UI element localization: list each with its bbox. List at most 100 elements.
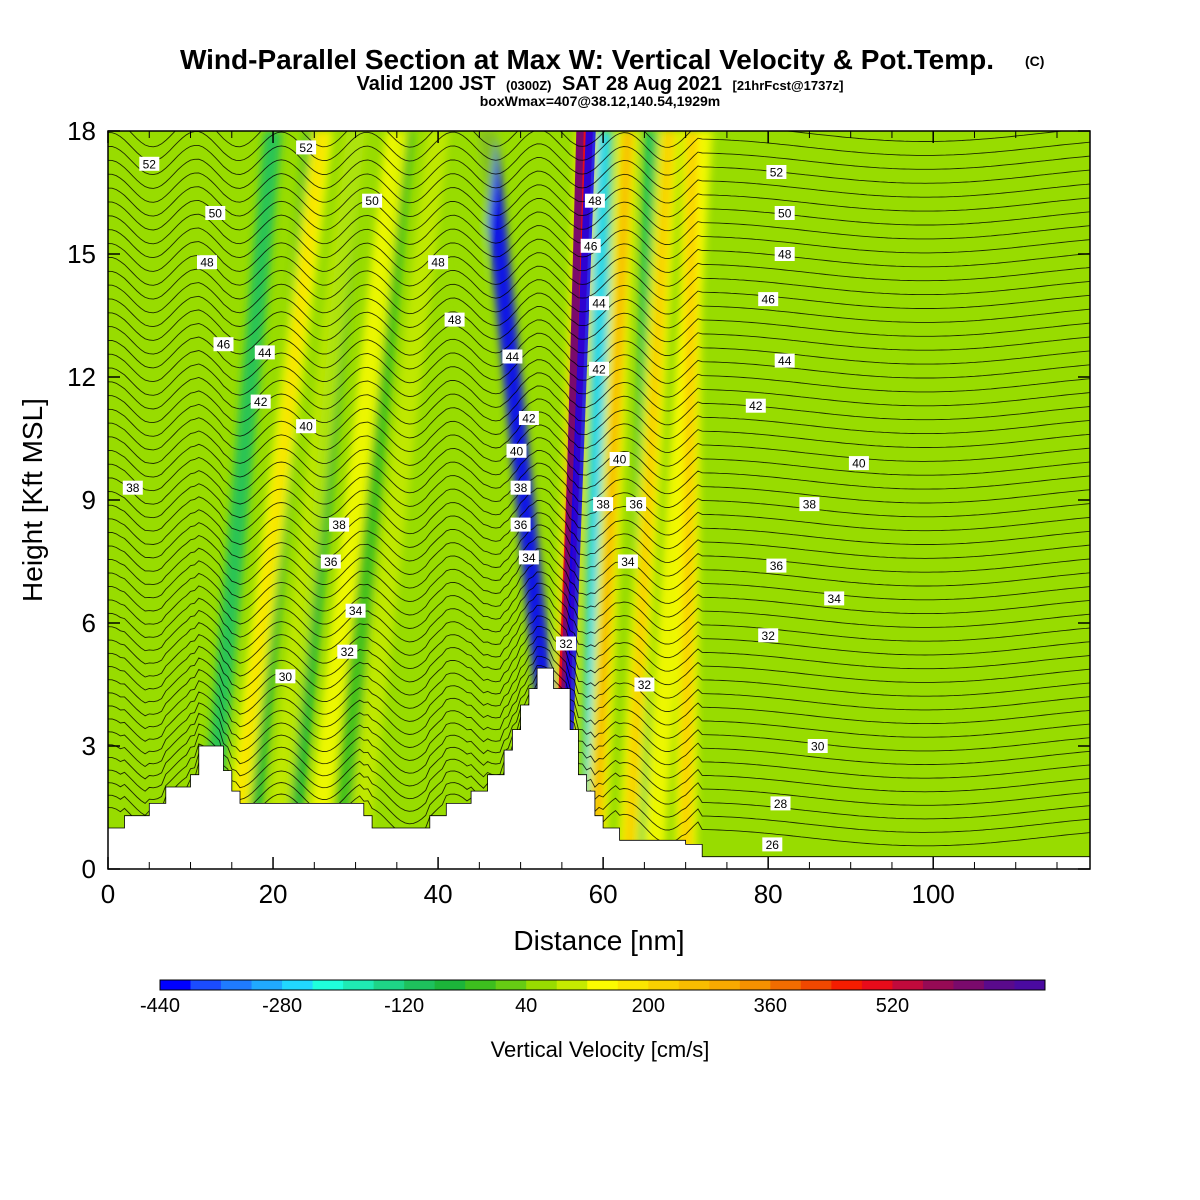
contour-label: 44	[589, 296, 609, 311]
contour-label: 42	[518, 411, 539, 426]
theta-contour-line	[108, 462, 1090, 508]
contour-label-text: 44	[592, 297, 606, 311]
max-updraft-center	[556, 131, 584, 869]
contour-label-text: 28	[774, 797, 788, 811]
updraft-core	[680, 131, 698, 869]
contour-label-bg	[122, 480, 143, 495]
theta-contour-line	[108, 665, 1090, 752]
colorbar-swatch	[465, 980, 497, 990]
contour-label: 36	[320, 554, 341, 569]
contour-label: 44	[774, 353, 795, 368]
colorbar-swatch	[739, 980, 771, 990]
contour-label-text: 42	[592, 362, 606, 376]
contour-label-text: 38	[803, 498, 817, 512]
contour-label-text: 48	[778, 248, 792, 262]
contour-label-text: 48	[431, 256, 445, 270]
theta-contour-line	[108, 636, 1090, 712]
theta-contour-line	[108, 690, 1090, 793]
colorbar-swatch	[922, 980, 954, 990]
contour-label-bg	[609, 452, 630, 466]
colorbar-swatch	[221, 980, 253, 990]
contour-label-text: 34	[522, 551, 536, 565]
contour-label: 52	[296, 140, 317, 155]
colorbar-swatch	[343, 980, 375, 990]
contour-label: 34	[617, 554, 638, 569]
contour-label-text: 50	[365, 194, 379, 208]
theta-contour-line	[108, 424, 1090, 467]
theta-contour-line	[108, 252, 1090, 287]
contour-label-text: 32	[341, 645, 355, 659]
colorbar-swatch	[831, 980, 863, 990]
y-axis-label: Height [Kft MSL]	[17, 398, 48, 602]
contour-label: 38	[799, 497, 820, 512]
contour-label: 40	[848, 456, 869, 471]
contour-label-text: 34	[621, 555, 635, 569]
colorbar-swatch	[709, 980, 741, 990]
contour-label-bg	[518, 550, 539, 565]
contour-label: 42	[250, 394, 271, 409]
contour-label: 48	[584, 193, 605, 208]
contour-label-text: 36	[514, 518, 528, 532]
colorbar-tick-label: -120	[384, 995, 424, 1017]
theta-contour-line	[108, 385, 1090, 426]
contour-label-bg	[589, 296, 609, 311]
y-tick-label: 0	[82, 854, 96, 884]
contour-label-text: 32	[762, 629, 776, 643]
colorbar-tick-label: 520	[876, 995, 909, 1017]
contour-label-bg	[320, 554, 341, 569]
theta-contour-line	[108, 197, 1090, 232]
contour-label: 26	[762, 837, 783, 852]
downdraft-band	[329, 131, 415, 869]
contour-label-bg	[848, 456, 869, 471]
theta-contour-line	[108, 524, 1090, 577]
x-tick-label: 80	[754, 879, 783, 909]
contour-label: 36	[626, 497, 647, 512]
theta-contour-line	[108, 626, 1090, 699]
theta-contour-line	[108, 712, 1090, 833]
contour-label-text: 50	[209, 207, 223, 221]
theta-contour-line	[108, 411, 1090, 453]
contour-label-text: 46	[584, 239, 598, 253]
contour-label: 30	[275, 669, 296, 684]
contour-label-bg	[213, 337, 234, 352]
plot-area: 52 52 52 50 50 50 48 48 48 48 48 46 46 46 44 44 44 44 42 42…	[67, 116, 1091, 909]
contour-label: 32	[337, 644, 358, 659]
contour-label-text: 38	[514, 481, 528, 495]
contour-label: 36	[510, 517, 531, 532]
colorbar-tick-label: 200	[632, 995, 665, 1017]
contour-label: 34	[518, 550, 539, 565]
contour-label-bg	[634, 677, 655, 692]
contour-label: 36	[766, 558, 787, 573]
colorbar-swatch	[190, 980, 222, 990]
contour-label-text: 38	[126, 481, 140, 495]
contour-label-bg	[275, 669, 296, 684]
contour-label-text: 46	[217, 338, 231, 352]
contour-label: 50	[774, 206, 795, 221]
theta-contour-line	[108, 582, 1090, 645]
colorbar-swatch	[312, 980, 344, 990]
contour-label: 32	[634, 677, 655, 692]
y-tick-label: 12	[67, 362, 96, 392]
contour-label: 52	[766, 165, 787, 180]
y-tick-label: 18	[67, 116, 96, 146]
colorbar-tick-label: -280	[262, 995, 302, 1017]
contour-label-text: 46	[762, 293, 776, 307]
contour-label: 48	[444, 312, 465, 327]
y-tick-label: 3	[82, 731, 96, 761]
y-tick-label: 9	[82, 485, 96, 515]
contour-label: 48	[197, 255, 217, 270]
theta-contour-line	[108, 450, 1090, 495]
contour-label-text: 32	[559, 637, 573, 651]
contour-label-bg	[774, 353, 795, 368]
contour-label-text: 32	[638, 678, 652, 692]
contour-label-bg	[762, 837, 783, 852]
theta-contour-line	[108, 211, 1090, 246]
contour-label-bg	[296, 140, 317, 155]
theta-contour-line	[108, 306, 1090, 343]
colorbar-swatch	[373, 980, 405, 990]
contour-label-bg	[617, 554, 638, 569]
x-tick-label: 100	[912, 879, 955, 909]
contour-label-text: 40	[510, 444, 524, 458]
contour-label: 38	[329, 517, 350, 532]
subtitle-forecast: [21hrFcst@1737z]	[732, 78, 843, 93]
